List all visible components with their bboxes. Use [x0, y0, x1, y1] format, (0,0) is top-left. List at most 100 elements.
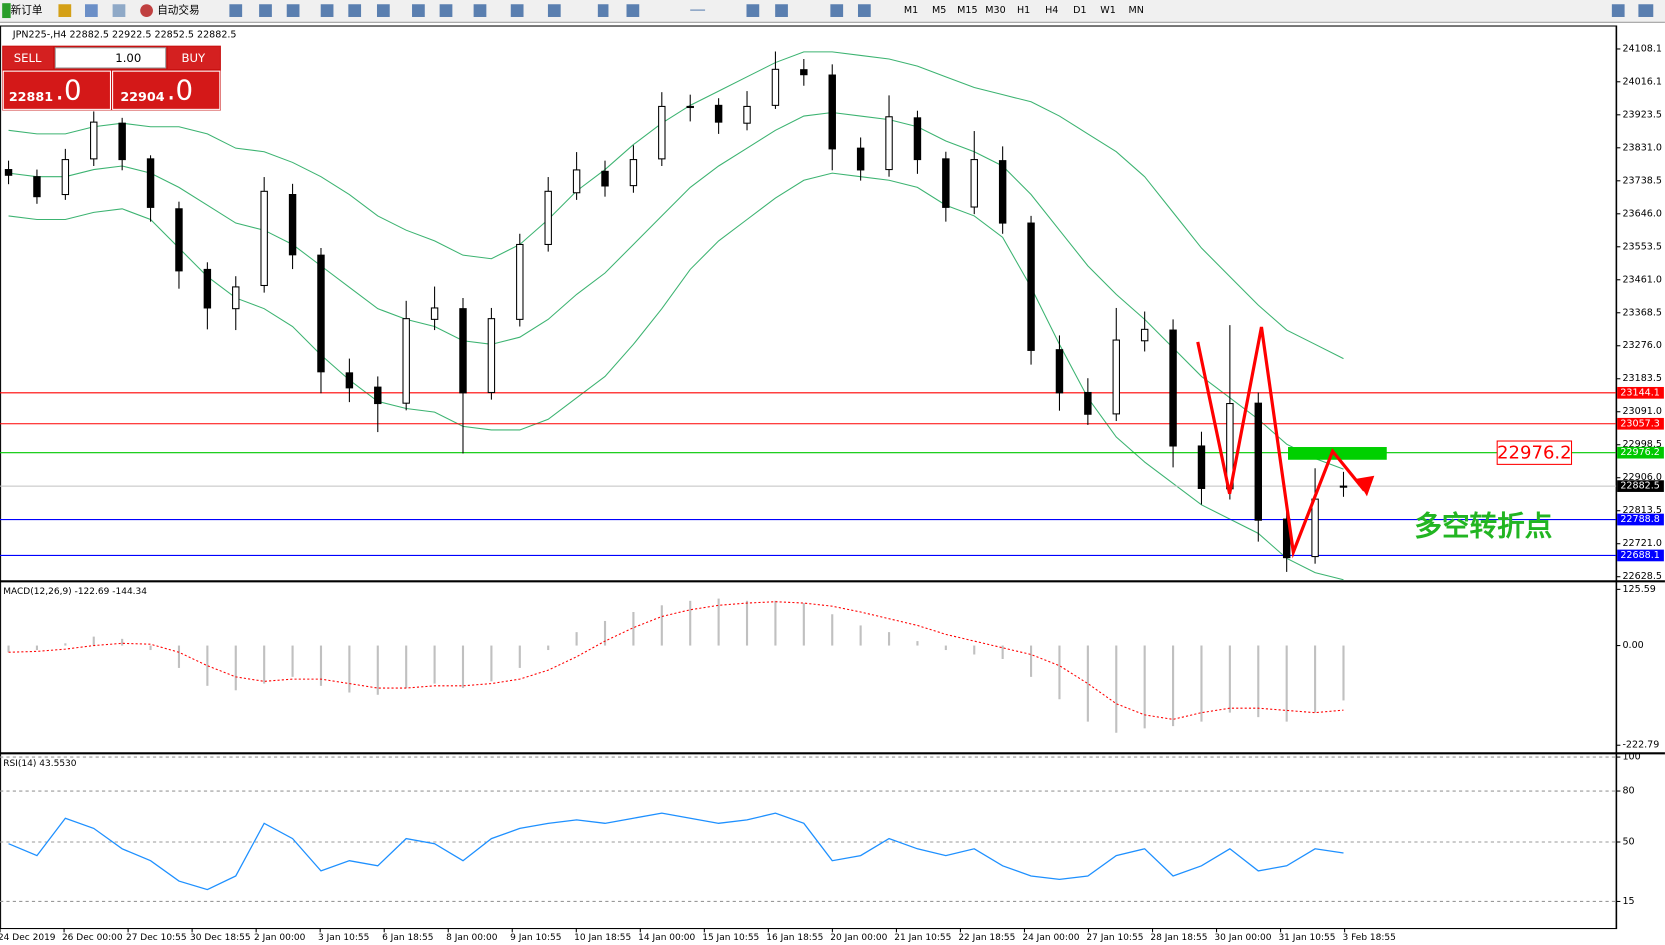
candle-body [175, 208, 183, 272]
candle-body [572, 169, 581, 194]
tool-icon[interactable] [597, 4, 609, 17]
timeframe[interactable]: D1 [1073, 5, 1086, 16]
timeframes: M1 M5 M15 M30 H1 H4 D1 W1 MN [904, 5, 1144, 16]
tool-icon[interactable] [112, 4, 126, 17]
candle-body [345, 372, 354, 389]
tool-icon[interactable] [626, 4, 640, 17]
auto-trading[interactable]: 自动交易 [157, 4, 199, 17]
x-tick-label: 20 Jan 00:00 [830, 933, 887, 943]
y-tick-label: 23091.0 [1622, 406, 1661, 417]
tool-icon[interactable] [58, 4, 72, 17]
price-label-bg [1617, 446, 1664, 459]
sell-label[interactable]: SELL [14, 51, 42, 65]
price-callout: 22976.2 [1497, 443, 1572, 464]
y-tick-label: 23923.5 [1622, 109, 1661, 120]
tool-icon[interactable] [510, 4, 524, 17]
lot-box[interactable] [54, 47, 167, 69]
candle-body [317, 254, 325, 373]
buy-price[interactable]: 22904 [120, 90, 164, 105]
price-label-bg [1617, 480, 1664, 492]
candle-body [714, 104, 723, 123]
y-tick-label: 0.00 [1622, 640, 1643, 651]
timeframe[interactable]: H1 [1017, 5, 1030, 16]
candle-body [970, 159, 978, 208]
y-tick-label: 22998.5 [1622, 439, 1661, 450]
timeframe[interactable]: W1 [1100, 5, 1116, 16]
candle-body [146, 158, 155, 208]
bollinger-band [8, 172, 1344, 581]
price-label: 22688.1 [1620, 550, 1659, 561]
tool-icon[interactable] [857, 4, 871, 17]
timeframe[interactable]: H4 [1045, 5, 1058, 16]
timeframe[interactable]: M1 [904, 5, 918, 16]
x-tick-label: 21 Jan 10:55 [894, 933, 951, 943]
y-tick-label: 24016.1 [1622, 76, 1661, 87]
tool-icon[interactable] [286, 4, 300, 17]
x-tick-label: 9 Jan 10:55 [510, 933, 561, 943]
lot-value[interactable]: 1.00 [115, 51, 141, 65]
tool-icon[interactable] [229, 4, 243, 17]
candle-body [1112, 339, 1120, 415]
new-order[interactable]: 新订单 [11, 4, 43, 17]
y-tick-label: 22721.0 [1622, 538, 1661, 549]
tool-icon[interactable] [439, 4, 453, 17]
tool-icon[interactable] [690, 9, 706, 11]
y-tick-label: 100 [1622, 752, 1640, 763]
y-tick-label: 23183.5 [1622, 373, 1661, 384]
sell-button[interactable] [3, 46, 54, 70]
y-tick-label: 23646.0 [1622, 208, 1661, 219]
tool-icon[interactable] [830, 4, 844, 17]
tool-icon[interactable] [775, 4, 788, 17]
buy-label[interactable]: BUY [181, 51, 206, 65]
x-tick-label: 24 Jan 00:00 [1022, 933, 1079, 943]
buy-price-box[interactable] [112, 70, 221, 110]
x-tick-label: 27 Dec 10:55 [126, 933, 187, 943]
timeframe[interactable]: M5 [932, 5, 946, 16]
x-tick-label: 30 Dec 18:55 [190, 933, 251, 943]
tool-icon[interactable] [320, 4, 334, 17]
sell-price[interactable]: 22881 [9, 90, 53, 105]
tool-icon[interactable] [412, 4, 425, 17]
x-tick-label: 16 Jan 18:55 [766, 933, 823, 943]
new-order-icon[interactable] [2, 3, 11, 19]
buy-price-frac[interactable]: .0 [167, 73, 193, 106]
trade-panel: SELL 1.00 BUY 22881 .0 22904 .0 [2, 45, 221, 111]
x-tick-label: 3 Feb 18:55 [1342, 933, 1395, 943]
chat-icon[interactable] [1638, 4, 1654, 17]
tool-icon[interactable] [348, 4, 362, 17]
timeframe[interactable]: M30 [985, 5, 1005, 16]
plot: 24108.1 24016.1 23923.5 23831.0 23738.5 23646… [0, 25, 1665, 943]
x-tick-label: 22 Jan 18:55 [958, 933, 1015, 943]
search-icon[interactable] [1611, 4, 1625, 17]
candle-body [658, 105, 666, 160]
timeframe[interactable]: M15 [957, 5, 977, 16]
candle-body [800, 69, 808, 76]
candle-body [1084, 391, 1092, 415]
bollinger-band [8, 111, 1344, 470]
zigzag-arrow [1196, 326, 1366, 559]
x-tick-label: 30 Jan 00:00 [1214, 933, 1271, 943]
candle-body [998, 160, 1007, 224]
candle-body [402, 318, 410, 404]
timeframe[interactable]: MN [1128, 5, 1143, 16]
buy-button[interactable] [167, 46, 220, 70]
tool-icon[interactable] [473, 4, 487, 17]
arrow-head [1356, 475, 1375, 497]
tool-icon[interactable] [376, 4, 390, 17]
sell-price-frac[interactable]: .0 [55, 73, 81, 106]
candle-body [544, 190, 552, 245]
candle-body [885, 116, 893, 171]
sell-price-box[interactable] [2, 70, 112, 110]
price-label: 22882.5 [1620, 481, 1659, 492]
auto-trading-icon[interactable] [140, 4, 153, 17]
x-tick-label: 31 Jan 10:55 [1278, 933, 1335, 943]
tool-icon[interactable] [746, 4, 760, 17]
tool-icon[interactable] [259, 4, 272, 17]
y-tick-label: 125.59 [1622, 584, 1655, 595]
tool-icon[interactable] [84, 4, 98, 17]
tool-icon[interactable] [547, 4, 561, 17]
y-tick-label: 23276.0 [1622, 340, 1661, 351]
price-label: 23144.1 [1620, 387, 1659, 398]
